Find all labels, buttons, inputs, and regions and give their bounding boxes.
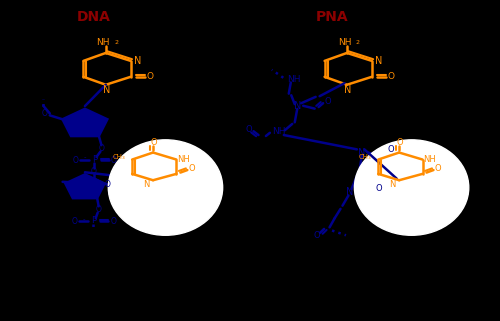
- Text: O: O: [387, 72, 394, 81]
- Text: O: O: [376, 184, 382, 193]
- Text: N: N: [346, 187, 353, 197]
- Text: O: O: [188, 164, 194, 173]
- Text: DNA: DNA: [76, 10, 110, 24]
- Text: NH: NH: [272, 127, 285, 136]
- Text: N: N: [390, 179, 396, 188]
- Text: 2: 2: [356, 40, 360, 45]
- Text: -: -: [82, 216, 85, 222]
- Text: N: N: [344, 85, 351, 95]
- Text: N: N: [358, 148, 366, 158]
- Text: O: O: [246, 125, 252, 134]
- Ellipse shape: [108, 140, 222, 235]
- Text: O: O: [96, 205, 102, 214]
- Text: O: O: [72, 156, 78, 165]
- Text: CH₃: CH₃: [359, 154, 372, 160]
- Text: O: O: [110, 217, 116, 226]
- Text: O: O: [105, 180, 111, 189]
- Text: P: P: [91, 216, 96, 225]
- Text: O: O: [72, 217, 78, 226]
- Text: PNA: PNA: [316, 10, 348, 24]
- Text: O: O: [325, 98, 332, 107]
- Text: O: O: [91, 167, 97, 176]
- Text: NH: NH: [96, 38, 110, 47]
- Text: O: O: [434, 164, 441, 173]
- Text: O: O: [98, 144, 104, 153]
- Text: O: O: [42, 109, 48, 118]
- Text: NH: NH: [423, 155, 436, 164]
- Text: O: O: [396, 138, 403, 147]
- Text: N: N: [134, 56, 141, 66]
- Text: O: O: [314, 231, 320, 240]
- Polygon shape: [62, 108, 108, 136]
- Text: O: O: [90, 113, 96, 122]
- Text: N: N: [144, 179, 150, 188]
- Text: O: O: [388, 144, 394, 153]
- Text: N: N: [102, 85, 110, 95]
- Text: NH: NH: [287, 75, 300, 84]
- Text: NH: NH: [177, 155, 190, 164]
- Text: N: N: [294, 101, 301, 111]
- Text: O: O: [150, 138, 157, 147]
- Text: N: N: [375, 56, 382, 66]
- Polygon shape: [65, 174, 105, 198]
- Text: O: O: [146, 72, 153, 81]
- Text: P: P: [92, 155, 97, 164]
- Text: 2: 2: [114, 40, 118, 45]
- Text: O: O: [111, 156, 117, 165]
- Text: NH: NH: [338, 38, 351, 47]
- Ellipse shape: [354, 140, 469, 235]
- Text: CH₃: CH₃: [113, 154, 126, 160]
- Text: -: -: [84, 155, 86, 160]
